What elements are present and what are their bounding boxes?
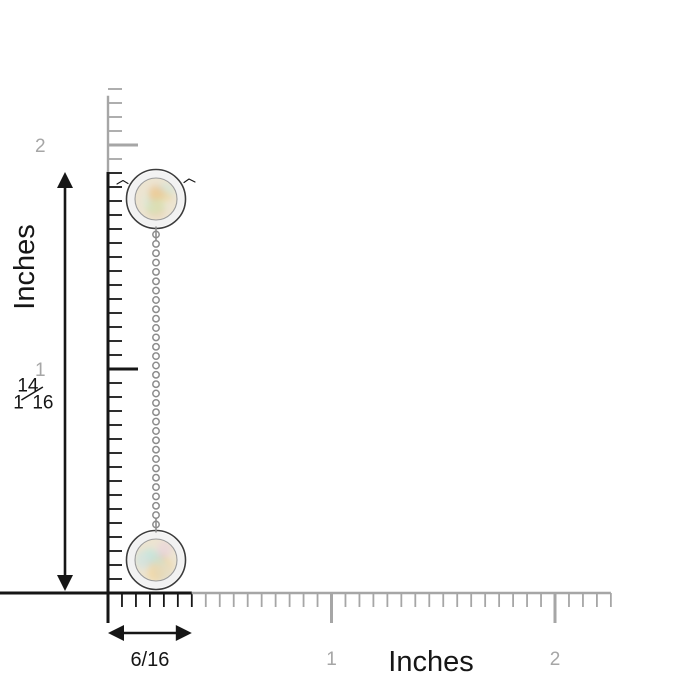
svg-text:2: 2: [35, 136, 46, 157]
svg-text:6/16: 6/16: [130, 649, 169, 671]
svg-text:Inches: Inches: [9, 224, 41, 309]
svg-text:2: 2: [550, 649, 561, 670]
svg-text:Inches: Inches: [388, 646, 473, 678]
svg-text:1: 1: [13, 393, 24, 414]
svg-text:1: 1: [326, 649, 337, 670]
svg-text:16: 16: [32, 393, 53, 414]
